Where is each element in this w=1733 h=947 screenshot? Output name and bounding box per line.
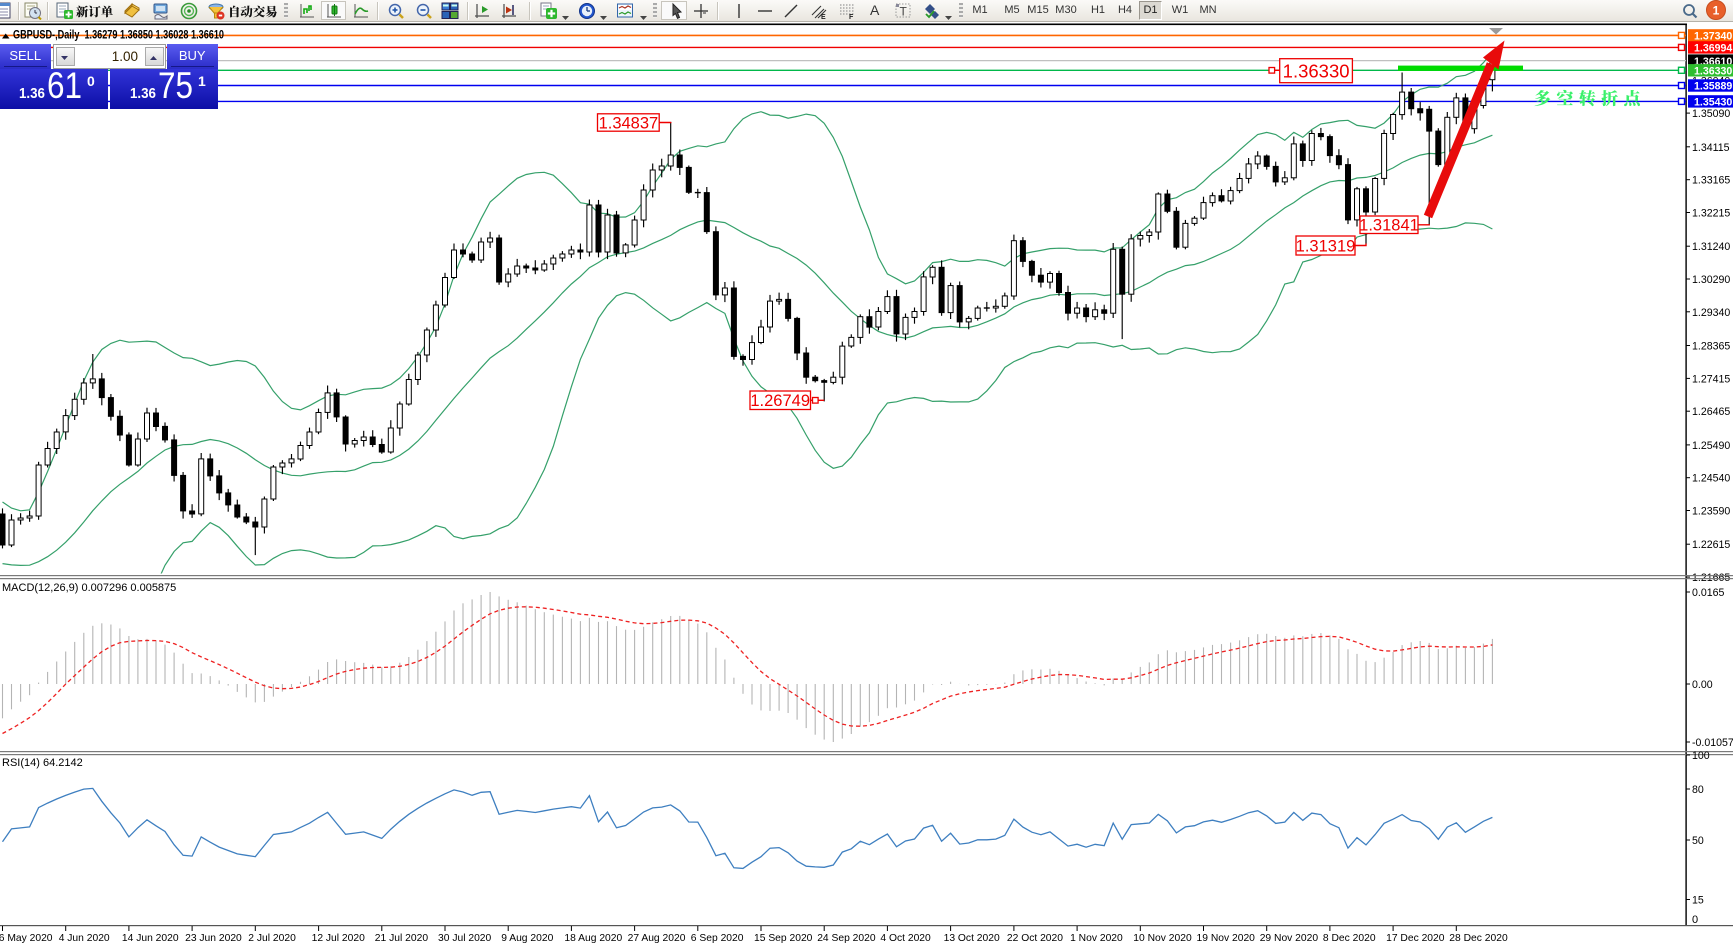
svg-text:1.25490: 1.25490 <box>1692 440 1730 452</box>
svg-text:1.27415: 1.27415 <box>1692 373 1730 385</box>
svg-text:F: F <box>849 14 854 20</box>
svg-text:30 Jul 2020: 30 Jul 2020 <box>438 933 492 944</box>
svg-text:GBPUSD-,Daily 1.36279 1.36850: GBPUSD-,Daily 1.36279 1.36850 1.36028 1.… <box>13 30 224 42</box>
svg-text:1.28365: 1.28365 <box>1692 341 1730 353</box>
svg-text:80: 80 <box>1692 784 1704 796</box>
svg-text:1.32215: 1.32215 <box>1692 208 1730 220</box>
svg-text:26 May 2020: 26 May 2020 <box>0 933 53 944</box>
svg-text:14 Jun 2020: 14 Jun 2020 <box>122 933 179 944</box>
svg-text:1.31841: 1.31841 <box>1359 217 1419 235</box>
svg-text:24 Sep 2020: 24 Sep 2020 <box>817 933 876 944</box>
svg-text:1.23590: 1.23590 <box>1692 506 1730 518</box>
svg-text:18 Aug 2020: 18 Aug 2020 <box>564 933 622 944</box>
svg-text:1.37340: 1.37340 <box>1694 31 1732 43</box>
svg-text:100: 100 <box>1692 750 1710 762</box>
svg-text:-0.010571: -0.010571 <box>1692 737 1733 749</box>
svg-text:1.22615: 1.22615 <box>1692 539 1730 551</box>
svg-text:1.35090: 1.35090 <box>1692 108 1730 120</box>
svg-text:15 Sep 2020: 15 Sep 2020 <box>754 933 813 944</box>
svg-text:1.31240: 1.31240 <box>1692 241 1730 253</box>
svg-text:1.34837: 1.34837 <box>599 114 659 132</box>
svg-text:15: 15 <box>1692 895 1704 907</box>
svg-text:1.35889: 1.35889 <box>1694 81 1732 93</box>
svg-text:1.31319: 1.31319 <box>1296 237 1356 255</box>
svg-text:T: T <box>900 5 908 19</box>
svg-text:1.29340: 1.29340 <box>1692 307 1730 319</box>
svg-text:1.30290: 1.30290 <box>1692 274 1730 286</box>
svg-text:1.24540: 1.24540 <box>1692 473 1730 485</box>
svg-text:6 Sep 2020: 6 Sep 2020 <box>691 933 744 944</box>
svg-text:22 Oct 2020: 22 Oct 2020 <box>1007 933 1063 944</box>
svg-text:2 Jul 2020: 2 Jul 2020 <box>248 933 296 944</box>
svg-text:0: 0 <box>1692 914 1698 926</box>
svg-text:1.33165: 1.33165 <box>1692 175 1730 187</box>
svg-text:1.26749: 1.26749 <box>750 392 810 410</box>
svg-text:23 Jun 2020: 23 Jun 2020 <box>185 933 242 944</box>
svg-text:10 Nov 2020: 10 Nov 2020 <box>1133 933 1192 944</box>
svg-text:1.36330: 1.36330 <box>1694 66 1732 78</box>
svg-text:4 Jun 2020: 4 Jun 2020 <box>59 933 110 944</box>
svg-text:1.34115: 1.34115 <box>1692 142 1730 154</box>
svg-text:17 Dec 2020: 17 Dec 2020 <box>1386 933 1445 944</box>
svg-text:19 Nov 2020: 19 Nov 2020 <box>1197 933 1256 944</box>
svg-text:1.35430: 1.35430 <box>1694 97 1732 109</box>
svg-text:1.36994: 1.36994 <box>1694 43 1732 55</box>
svg-text:9 Aug 2020: 9 Aug 2020 <box>501 933 553 944</box>
svg-text:13 Oct 2020: 13 Oct 2020 <box>944 933 1000 944</box>
svg-text:21 Jul 2020: 21 Jul 2020 <box>375 933 429 944</box>
svg-text:1 Nov 2020: 1 Nov 2020 <box>1070 933 1123 944</box>
svg-text:1.36330: 1.36330 <box>1283 60 1350 81</box>
svg-text:0.0165: 0.0165 <box>1692 587 1725 599</box>
svg-text:1: 1 <box>1713 4 1720 18</box>
svg-text:50: 50 <box>1692 835 1704 847</box>
svg-text:1.26465: 1.26465 <box>1692 406 1730 418</box>
svg-text:12 Jul 2020: 12 Jul 2020 <box>312 933 366 944</box>
svg-text:4 Oct 2020: 4 Oct 2020 <box>880 933 931 944</box>
svg-text:27 Aug 2020: 27 Aug 2020 <box>628 933 686 944</box>
svg-text:0.00: 0.00 <box>1692 679 1713 691</box>
svg-text:RSI(14) 64.2142: RSI(14) 64.2142 <box>2 757 83 769</box>
svg-text:MACD(12,26,9) 0.007296 0.00587: MACD(12,26,9) 0.007296 0.005875 <box>2 582 176 594</box>
svg-text:29 Nov 2020: 29 Nov 2020 <box>1260 933 1319 944</box>
svg-text:E: E <box>821 14 826 20</box>
svg-text:8 Dec 2020: 8 Dec 2020 <box>1323 933 1376 944</box>
svg-text:28 Dec 2020: 28 Dec 2020 <box>1449 933 1508 944</box>
